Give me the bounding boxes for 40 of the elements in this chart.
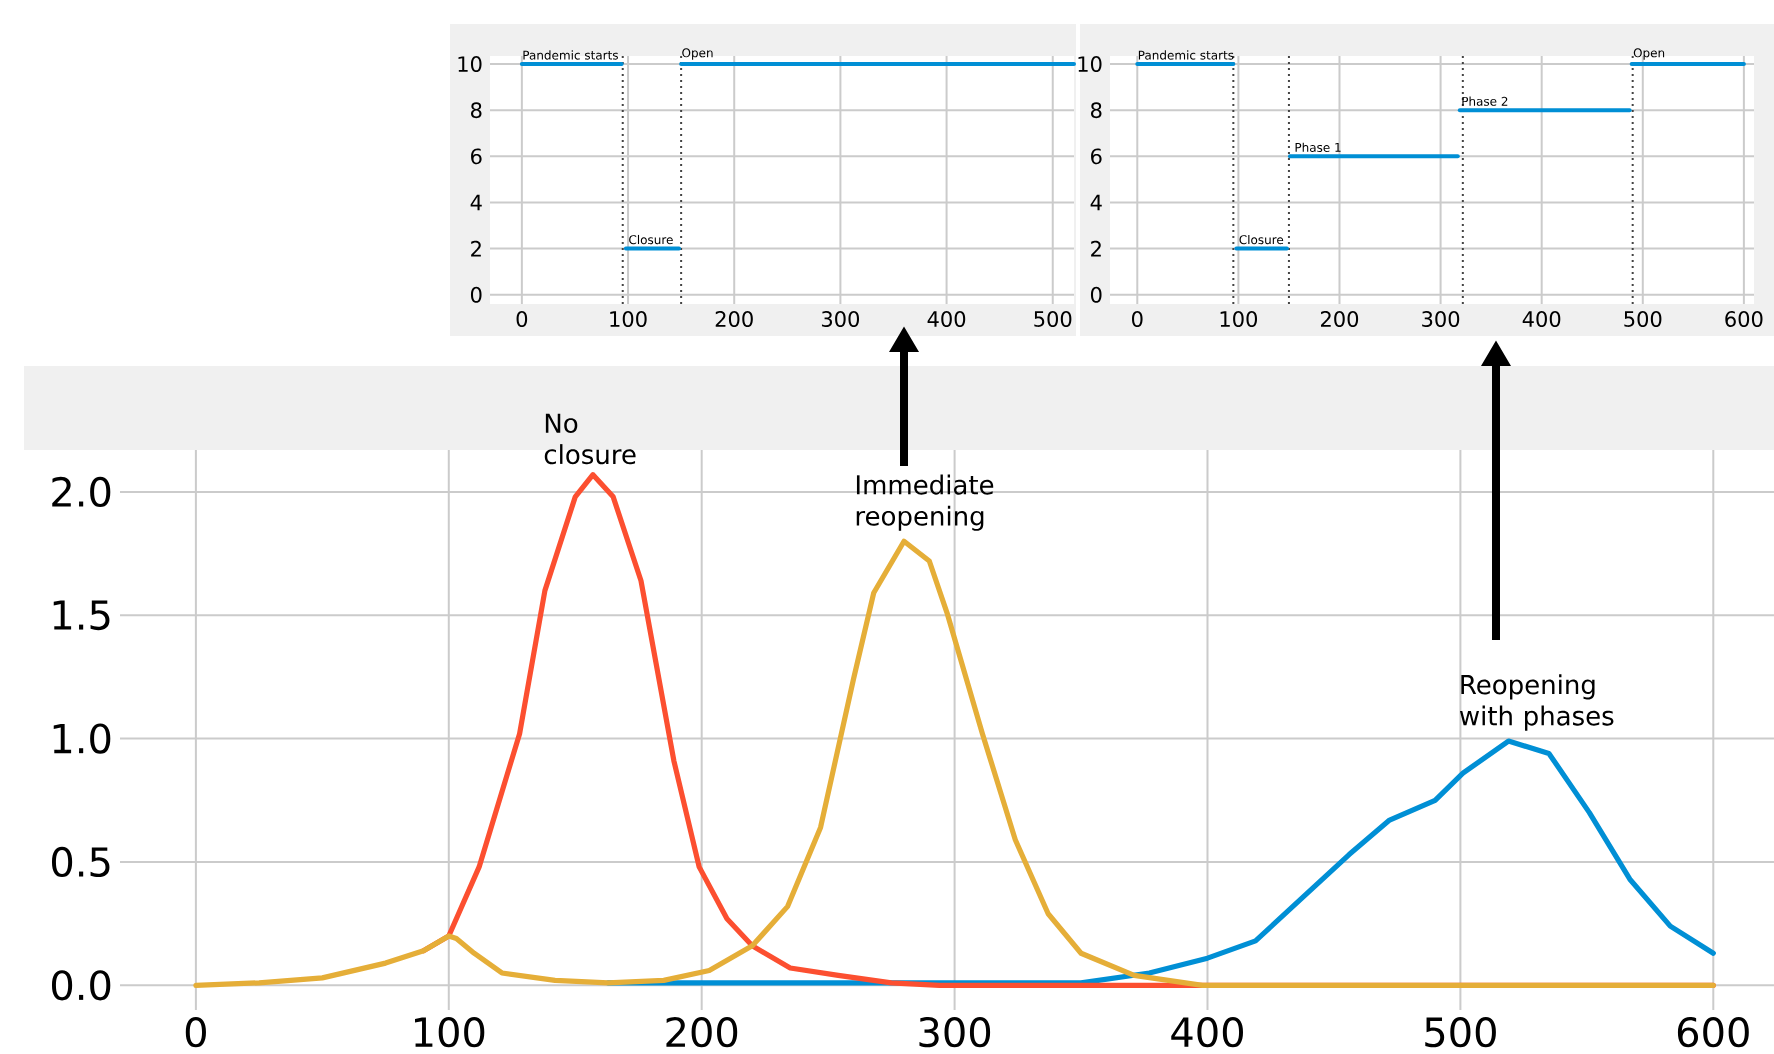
y-tick-label: 8	[471, 102, 482, 119]
y-tick-label: 4	[1090, 194, 1102, 211]
x-tick-label: 400	[1171, 1017, 1243, 1048]
x-tick-label: 300	[1422, 311, 1460, 327]
x-tick-label: 0	[516, 311, 528, 327]
y-tick-label: 4	[470, 194, 482, 211]
y-tick-label: 2	[1091, 240, 1101, 257]
y-tick-label: 2.0	[52, 476, 111, 508]
y-tick-label: 0	[470, 286, 482, 303]
y-tick-label: 0	[1090, 286, 1102, 303]
x-tick-label: 300	[821, 311, 860, 327]
y-tick-label: 2	[471, 240, 481, 257]
y-tick-label: 0.5	[51, 846, 110, 878]
series-label: Reopening with phases	[1459, 674, 1614, 731]
y-tick-label: 10	[1078, 56, 1102, 72]
x-tick-label: 300	[919, 1017, 991, 1048]
y-tick-label: 10	[458, 56, 482, 72]
x-tick-label: 200	[666, 1017, 738, 1048]
x-tick-label: 0	[185, 1017, 206, 1048]
series-label: No closure	[544, 413, 636, 465]
y-tick-label: 6	[1091, 148, 1102, 165]
x-tick-label: 100	[610, 311, 647, 327]
x-tick-label: 600	[1725, 311, 1763, 327]
y-tick-label: 1.5	[53, 600, 110, 631]
x-tick-label: 400	[1522, 311, 1561, 327]
series-label: Immediate reopening	[856, 474, 994, 531]
x-tick-label: 0	[1132, 311, 1143, 327]
x-tick-label: 100	[1220, 311, 1258, 327]
y-tick-label: 6	[471, 148, 482, 165]
x-tick-label: 500	[1425, 1017, 1496, 1048]
x-tick-label: 200	[1320, 311, 1359, 327]
y-tick-label: 1.0	[53, 723, 111, 754]
x-tick-label: 200	[715, 311, 753, 327]
x-tick-label: 500	[1034, 311, 1072, 327]
y-tick-label: 8	[1090, 102, 1102, 119]
x-tick-label: 400	[927, 311, 966, 327]
y-tick-label: 0.0	[51, 970, 111, 1001]
x-tick-label: 600	[1677, 1017, 1749, 1048]
x-tick-label: 500	[1624, 311, 1662, 327]
x-tick-label: 100	[415, 1017, 485, 1048]
